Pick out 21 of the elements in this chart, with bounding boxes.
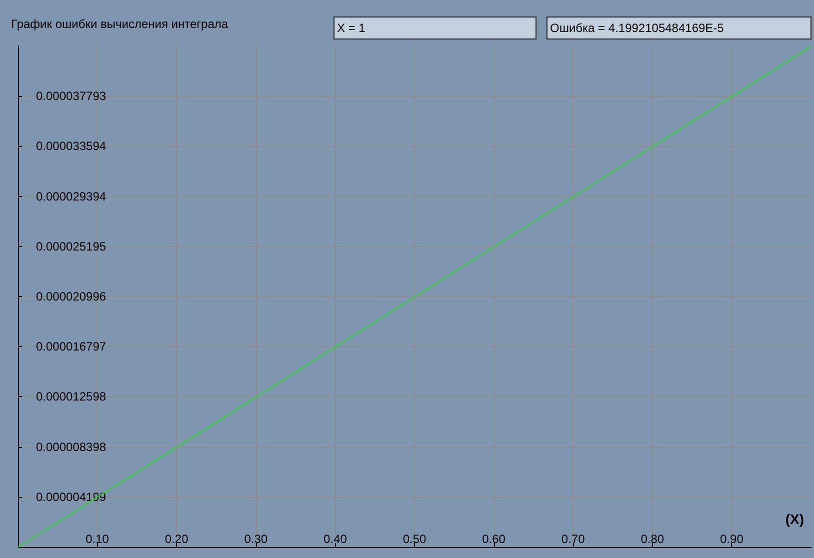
- x-tick-label: 0.50: [402, 532, 426, 546]
- text: Ошибка = 4.1992105484169E-5: [550, 21, 724, 35]
- x-tick-label: 0.40: [324, 532, 348, 546]
- x-tick-label: 0.60: [482, 532, 506, 546]
- x-tick-label: 0.10: [86, 532, 110, 546]
- y-tick-label: 0.000037793: [36, 89, 106, 104]
- y-tick-label: 0.000020996: [36, 290, 106, 304]
- x-tick-label: 0.70: [561, 532, 586, 546]
- y-tick-label: 0.000012598: [36, 390, 106, 404]
- y-tick-label: 0.000016797: [36, 340, 106, 354]
- y-tick-label: 0.000025195: [36, 239, 106, 254]
- y-tick-label: 0.000008398: [36, 440, 106, 454]
- chart-title: График ошибки вычисления интеграла: [11, 17, 228, 31]
- text: X = 1: [337, 21, 366, 35]
- y-tick-label: 0.000029394: [36, 189, 106, 204]
- x-tick-label: 0.30: [244, 532, 268, 546]
- y-tick-label: 0.000033594: [36, 139, 106, 154]
- x-tick-label: 0.80: [640, 532, 664, 546]
- x-tick-label: 0.20: [164, 532, 189, 546]
- x-axis-title: (X): [785, 511, 804, 527]
- x-tick-label: 0.90: [720, 532, 744, 546]
